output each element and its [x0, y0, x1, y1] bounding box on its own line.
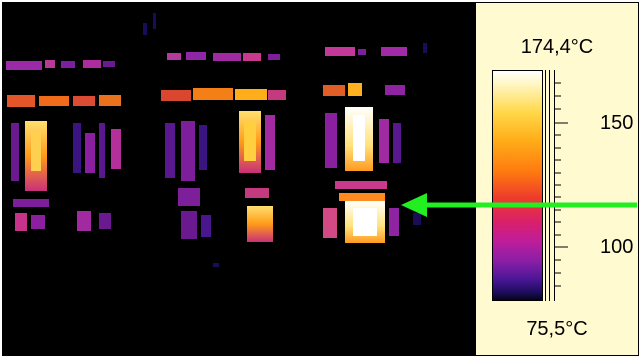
temperature-scale-panel: 174,4°C	[476, 3, 638, 355]
cabinet-1	[11, 121, 121, 231]
thermal-image	[3, 3, 476, 355]
colorbar	[492, 70, 543, 301]
background-noise	[143, 13, 427, 267]
scale-tick-label: 150	[600, 112, 634, 134]
cabinet-top-strip	[6, 47, 407, 70]
cabinet-3	[323, 107, 401, 243]
cabinet-busbar-strip	[7, 83, 405, 107]
max-temperature-label: 174,4°C	[520, 36, 594, 58]
cabinet-2	[165, 111, 275, 242]
scale-ruler	[545, 70, 568, 301]
min-temperature-label: 75,5°C	[526, 318, 588, 340]
scale-tick-label: 100	[600, 236, 634, 258]
